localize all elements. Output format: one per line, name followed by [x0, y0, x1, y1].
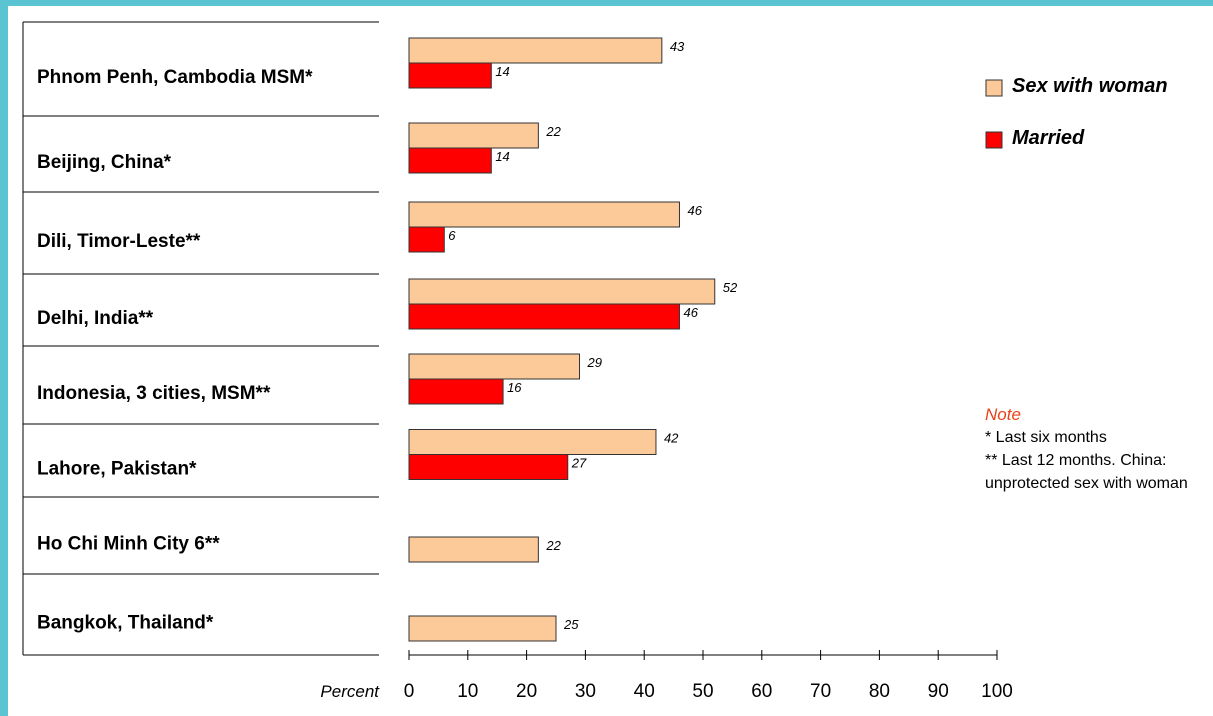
note-line-1: * Last six months	[985, 429, 1107, 446]
value-label-married-dili-timor-leste: 6	[448, 228, 456, 243]
bar-married-beijing-china	[408, 147, 492, 174]
x-tick-label-0: 0	[404, 681, 415, 702]
left-frame-border	[0, 0, 8, 716]
bar-sex-with-woman-dili-timor-leste	[408, 201, 680, 228]
value-label-sex-with-woman-delhi-india: 52	[723, 280, 738, 295]
x-tick-label-10: 10	[457, 681, 478, 702]
bar-married-lahore-pakistan	[408, 454, 569, 480]
note-box: Note * Last six months ** Last 12 months…	[985, 403, 1213, 495]
x-axis-title: Percent	[320, 682, 380, 701]
bar-married-dili-timor-leste	[408, 226, 445, 253]
x-axis: 0 10 20 30 40 50 60 70 80 90 100 Percent	[320, 650, 1013, 702]
bar-sex-with-woman-indonesia-3-cities-msm	[408, 353, 581, 380]
x-tick-label-20: 20	[516, 681, 537, 702]
bar-married-indonesia-3-cities-msm	[408, 378, 504, 405]
bar-sex-with-woman-phnom-penh-cambodia-msm	[408, 37, 663, 64]
x-tick-label-80: 80	[869, 681, 890, 702]
x-tick-label-30: 30	[575, 681, 596, 702]
x-tick-label-60: 60	[751, 681, 772, 702]
x-tick-label-100: 100	[981, 681, 1013, 702]
x-tick-label-70: 70	[810, 681, 831, 702]
value-label-sex-with-woman-phnom-penh-cambodia-msm: 43	[670, 39, 685, 54]
legend-label-married: Married	[1012, 127, 1085, 149]
category-label-bangkok-thailand: Bangkok, Thailand*	[37, 613, 214, 634]
top-frame-border	[0, 0, 1213, 6]
note-title: Note	[985, 405, 1021, 424]
category-label-dili-timor-leste: Dili, Timor-Leste**	[37, 231, 201, 252]
bars-layer: 43 14 22 14 46 6 52 46 29 16 42 27 22 25	[408, 37, 738, 642]
legend-swatch-married	[985, 131, 1003, 149]
value-label-sex-with-woman-lahore-pakistan: 42	[664, 431, 679, 446]
category-label-beijing-china: Beijing, China*	[37, 152, 172, 173]
x-tick-label-90: 90	[928, 681, 949, 702]
category-label-lahore-pakistan: Lahore, Pakistan*	[37, 459, 197, 480]
legend-label-sex-with-woman: Sex with woman	[1012, 75, 1168, 97]
category-panel: Phnom Penh, Cambodia MSM* Beijing, China*…	[22, 21, 379, 656]
bar-married-delhi-india	[408, 303, 680, 330]
value-label-married-lahore-pakistan: 27	[571, 456, 587, 471]
bar-sex-with-woman-ho-chi-minh-city-6	[408, 536, 539, 563]
bar-married-phnom-penh-cambodia-msm	[408, 62, 492, 89]
category-label-indonesia-3-cities-msm: Indonesia, 3 cities, MSM**	[37, 383, 271, 404]
value-label-married-beijing-china: 14	[495, 149, 509, 164]
bar-sex-with-woman-bangkok-thailand	[408, 615, 557, 642]
value-label-married-indonesia-3-cities-msm: 16	[507, 380, 522, 395]
value-label-married-delhi-india: 46	[683, 305, 698, 320]
bar-sex-with-woman-beijing-china	[408, 122, 539, 149]
category-label-phnom-penh-cambodia-msm: Phnom Penh, Cambodia MSM*	[37, 67, 313, 88]
legend-swatch-sex-with-woman	[985, 79, 1003, 97]
category-label-delhi-india: Delhi, India**	[37, 308, 154, 329]
category-label-ho-chi-minh-city-6: Ho Chi Minh City 6**	[37, 534, 220, 555]
note-line-2: ** Last 12 months. China: unprotected se…	[985, 452, 1188, 492]
value-label-sex-with-woman-dili-timor-leste: 46	[687, 203, 702, 218]
value-label-sex-with-woman-bangkok-thailand: 25	[563, 617, 579, 632]
value-label-married-phnom-penh-cambodia-msm: 14	[495, 64, 509, 79]
value-label-sex-with-woman-beijing-china: 22	[545, 124, 561, 139]
bar-sex-with-woman-lahore-pakistan	[408, 429, 657, 455]
value-label-sex-with-woman-indonesia-3-cities-msm: 29	[587, 355, 602, 370]
bar-sex-with-woman-delhi-india	[408, 278, 716, 305]
value-label-sex-with-woman-ho-chi-minh-city-6: 22	[545, 538, 561, 553]
legend: Sex with woman Married	[985, 75, 1168, 149]
x-tick-label-40: 40	[634, 681, 655, 702]
x-tick-label-50: 50	[692, 681, 713, 702]
